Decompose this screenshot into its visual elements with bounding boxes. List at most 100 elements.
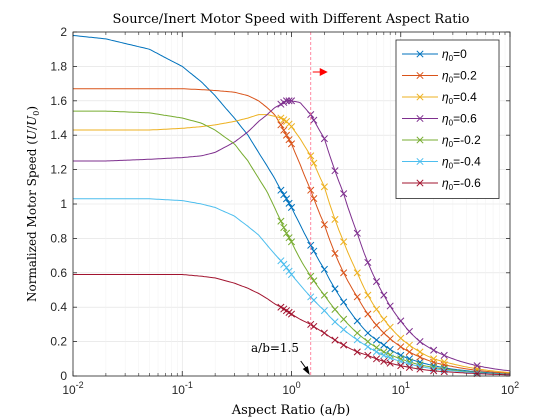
series-0.6 xyxy=(73,97,511,372)
series-marker xyxy=(405,341,413,349)
y-tick-label: 1.2 xyxy=(50,163,67,177)
series-marker xyxy=(386,302,394,310)
series-marker xyxy=(331,215,339,223)
series-marker xyxy=(364,291,372,299)
series-marker xyxy=(340,326,348,334)
series-marker xyxy=(310,159,318,167)
series-marker xyxy=(372,278,381,286)
series-marker xyxy=(430,346,438,354)
series-marker xyxy=(287,310,296,318)
series-marker xyxy=(320,135,328,143)
series-marker xyxy=(287,270,296,279)
series-marker xyxy=(397,334,405,342)
series-marker xyxy=(405,327,413,335)
series-marker xyxy=(320,291,328,299)
legend-item: η0=0.6 xyxy=(402,112,477,128)
x-axis-label: Aspect Ratio (a/b) xyxy=(231,403,351,418)
series-marker xyxy=(310,277,318,285)
series-marker xyxy=(416,348,424,356)
series-marker xyxy=(277,121,285,129)
series-marker xyxy=(307,241,315,249)
x-tick-label: 101 xyxy=(392,380,410,397)
legend-marker xyxy=(416,157,424,166)
series-marker xyxy=(372,305,381,313)
series-marker xyxy=(386,335,394,343)
series-marker xyxy=(380,329,388,337)
legend-label: η0=0.4 xyxy=(442,90,477,106)
legend-label: η0=0 xyxy=(442,47,467,63)
series-marker xyxy=(340,298,348,306)
legend-marker xyxy=(416,114,424,123)
y-tick-label: 0.2 xyxy=(50,335,67,349)
series-marker xyxy=(353,336,361,344)
x-tick-label: 102 xyxy=(501,380,519,397)
series-marker xyxy=(320,183,328,191)
y-axis-label-u0: U xyxy=(25,115,39,126)
series-marker xyxy=(380,351,388,359)
series-marker xyxy=(285,234,293,242)
legend-marker xyxy=(416,136,424,144)
series-marker xyxy=(372,321,381,329)
series--0.2 xyxy=(73,110,511,377)
legend-item: η0=0.2 xyxy=(402,69,477,85)
y-tick-label: 1.4 xyxy=(50,128,67,142)
series-marker xyxy=(364,351,372,359)
y-tick-label: 1.8 xyxy=(50,59,67,73)
y-tick-label: 2 xyxy=(60,25,67,39)
legend-marker xyxy=(416,179,424,187)
series-marker xyxy=(320,329,328,337)
series-marker xyxy=(473,362,481,370)
y-tick-label: 0.4 xyxy=(50,300,67,314)
legend-box xyxy=(395,39,500,199)
series-marker xyxy=(282,229,291,237)
series-marker xyxy=(287,203,296,211)
series-marker xyxy=(364,258,372,267)
y-tick-label: 1 xyxy=(60,197,67,211)
series-marker xyxy=(430,367,438,375)
series-marker xyxy=(331,336,339,344)
y-axis-label: Normalized Motor Speed (U/U0) xyxy=(25,106,41,302)
series-marker xyxy=(287,123,296,131)
legend-label: η0=-0.2 xyxy=(442,133,481,149)
series-marker xyxy=(386,345,394,353)
series-marker xyxy=(331,249,339,257)
reference-line-layer xyxy=(310,32,328,376)
legend-item: η0=0 xyxy=(402,47,467,63)
legend-marker xyxy=(416,50,424,58)
legend-marker xyxy=(416,71,424,80)
series-marker xyxy=(307,272,315,280)
series-marker xyxy=(364,338,372,346)
series-marker xyxy=(386,323,394,331)
y-tick-label: 0.6 xyxy=(50,266,67,280)
series-marker xyxy=(364,343,372,351)
series-marker xyxy=(320,307,328,315)
series-marker xyxy=(416,365,424,373)
y-axis-label-sub: 0 xyxy=(32,111,41,116)
x-tick-label: 10-1 xyxy=(172,380,193,397)
series-marker xyxy=(280,191,288,199)
series-marker xyxy=(372,348,381,356)
series-marker xyxy=(397,343,405,351)
right-arrow-head xyxy=(319,68,328,76)
series-marker xyxy=(430,358,438,366)
series-marker xyxy=(340,238,348,246)
series-marker xyxy=(380,291,388,299)
series-marker xyxy=(440,368,448,376)
series-marker xyxy=(397,362,405,370)
series-marker xyxy=(287,140,296,148)
legend-label: η0=0.6 xyxy=(442,112,477,128)
series-marker xyxy=(364,310,372,318)
legend-item: η0=-0.4 xyxy=(402,155,481,171)
series-marker xyxy=(307,152,315,160)
series-marker xyxy=(282,195,291,203)
series-marker xyxy=(397,317,405,325)
legend-marker xyxy=(416,93,424,101)
y-axis-label-slash: / xyxy=(25,125,39,130)
series-marker xyxy=(340,190,348,198)
y-tick-label: 1.6 xyxy=(50,94,67,108)
legend-item: η0=0.4 xyxy=(402,90,477,106)
series-marker xyxy=(282,264,291,272)
y-axis-label-prefix: Normalized Motor Speed ( xyxy=(25,140,39,302)
series-marker xyxy=(380,315,388,323)
